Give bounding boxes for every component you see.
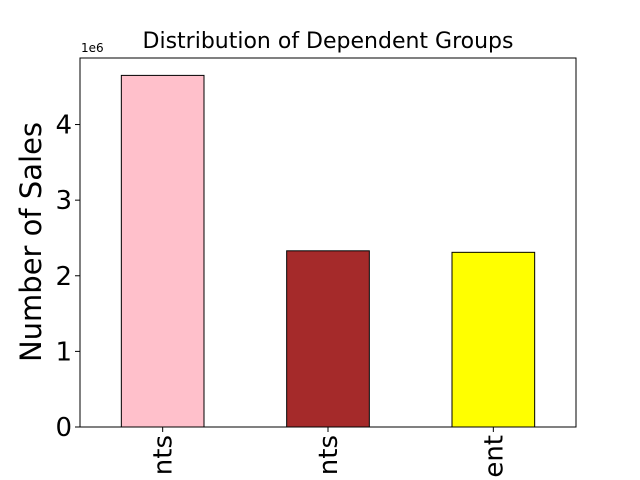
x-axis-ticks: nts nts ent [149,427,509,478]
y-axis-ticks: 0 1 2 3 4 [55,111,80,443]
y-tick-label-4: 4 [55,111,72,141]
x-tick-label-1: nts [314,435,344,475]
x-tick-label-0: nts [149,435,179,475]
bar-0 [120,74,205,428]
y-tick-label-1: 1 [55,337,72,367]
chart-title: Distribution of Dependent Groups [143,29,514,54]
plot-frame [79,57,577,428]
y-axis-offset-label: 1e6 [81,41,104,55]
y-tick-label-2: 2 [55,262,72,292]
bars-layer [120,74,536,428]
bar-2 [451,251,536,428]
x-tick-label-2: ent [479,435,509,478]
y-tick-label-0: 0 [55,413,72,443]
bar-1 [286,250,370,428]
y-tick-label-3: 3 [55,186,72,216]
y-axis-label: Number of Sales [14,122,48,362]
